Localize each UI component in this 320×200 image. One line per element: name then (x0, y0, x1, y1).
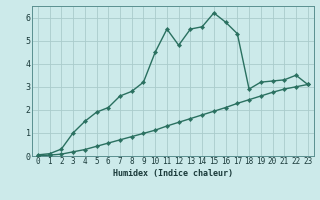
X-axis label: Humidex (Indice chaleur): Humidex (Indice chaleur) (113, 169, 233, 178)
